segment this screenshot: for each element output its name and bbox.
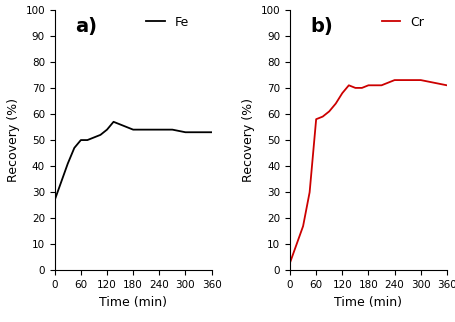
Cr [352, 86, 357, 90]
Line: Fe: Fe [55, 122, 211, 200]
Fe [71, 146, 77, 150]
Fe [208, 130, 214, 134]
Fe [104, 128, 110, 132]
Fe [65, 162, 71, 166]
Text: a): a) [75, 17, 97, 36]
Y-axis label: Recovery (%): Recovery (%) [242, 98, 254, 182]
Fe [182, 130, 188, 134]
Fe [78, 138, 83, 142]
Cr [319, 115, 325, 118]
Cr [391, 78, 396, 82]
Cr [378, 83, 384, 87]
Fe [97, 133, 103, 137]
Cr [365, 83, 370, 87]
Fe [58, 180, 64, 184]
Fe [156, 128, 162, 132]
Cr [404, 78, 410, 82]
Cr [359, 86, 364, 90]
Fe [169, 128, 175, 132]
Cr [430, 81, 435, 85]
Cr [332, 102, 338, 106]
Fe [111, 120, 116, 124]
Fe [195, 130, 201, 134]
Fe [143, 128, 149, 132]
Fe [117, 122, 122, 126]
Fe [91, 136, 96, 139]
X-axis label: Time (min): Time (min) [99, 296, 167, 309]
Cr [443, 83, 449, 87]
Legend: Fe: Fe [141, 11, 194, 34]
Cr [293, 242, 298, 246]
Fe [85, 138, 90, 142]
Cr [339, 91, 344, 95]
Cr [287, 261, 292, 265]
X-axis label: Time (min): Time (min) [334, 296, 402, 309]
Fe [52, 198, 57, 202]
Fe [130, 128, 136, 132]
Line: Cr: Cr [289, 80, 446, 263]
Cr [326, 109, 331, 113]
Text: b): b) [310, 17, 333, 36]
Cr [300, 224, 305, 228]
Cr [345, 83, 351, 87]
Fe [124, 125, 129, 129]
Cr [313, 117, 318, 121]
Y-axis label: Recovery (%): Recovery (%) [7, 98, 20, 182]
Cr [417, 78, 423, 82]
Legend: Cr: Cr [376, 11, 428, 34]
Cr [306, 190, 312, 194]
